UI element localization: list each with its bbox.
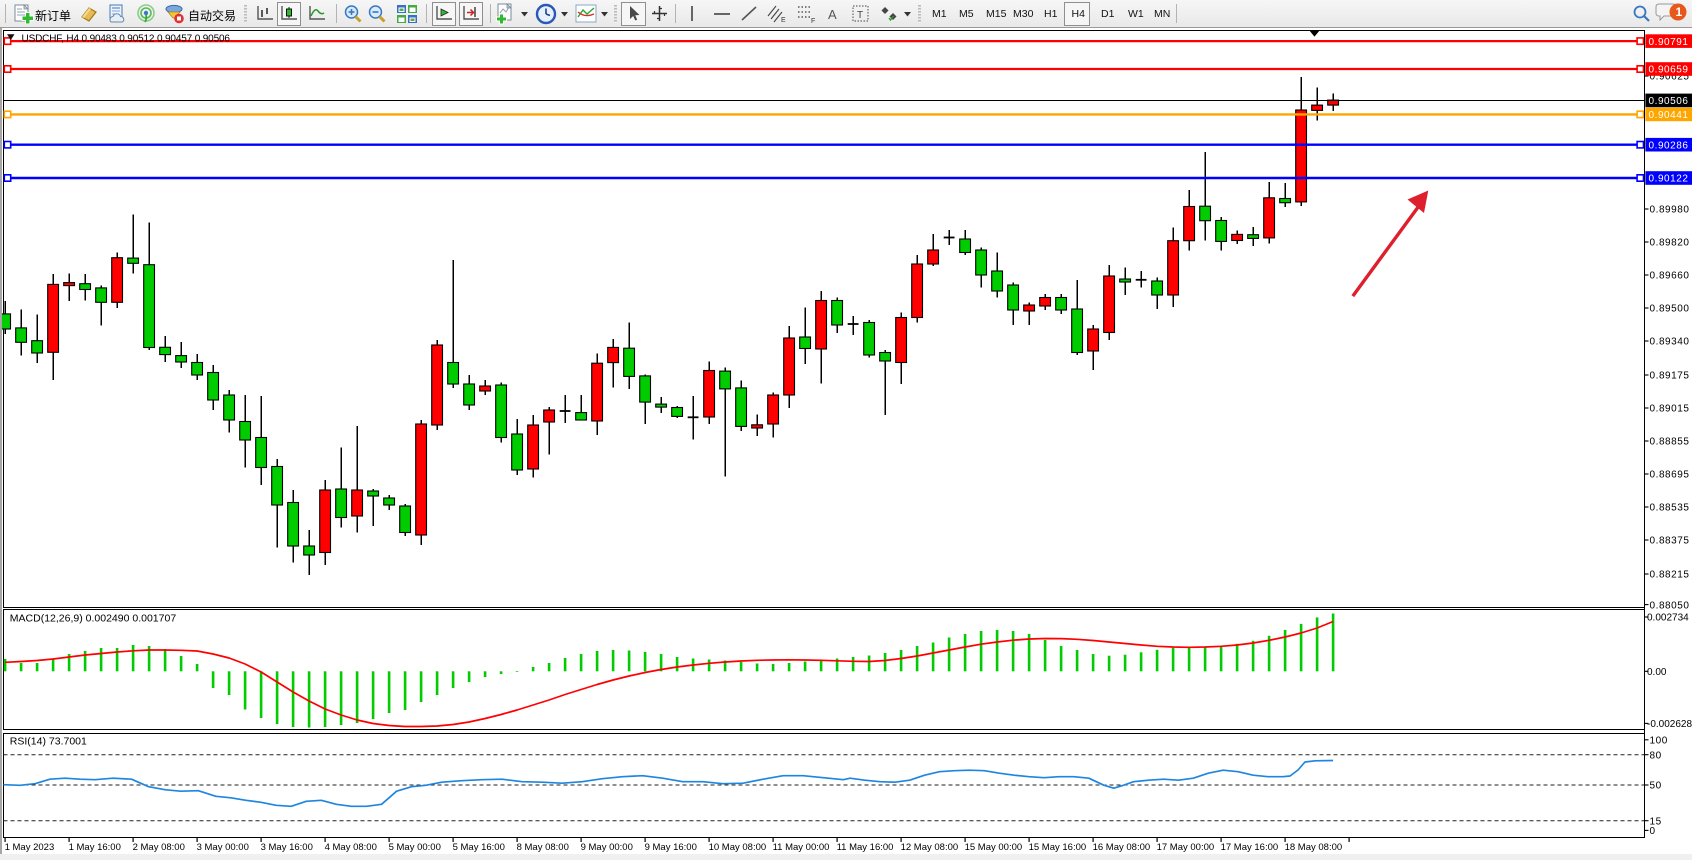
- svg-text:50: 50: [1650, 781, 1662, 792]
- svg-text:0.89500: 0.89500: [1650, 304, 1690, 315]
- svg-text:10 May 08:00: 10 May 08:00: [709, 842, 767, 853]
- svg-text:0.002734: 0.002734: [1647, 613, 1689, 624]
- svg-text:0.89340: 0.89340: [1650, 337, 1690, 348]
- svg-text:17 May 16:00: 17 May 16:00: [1221, 842, 1279, 853]
- svg-text:3 May 16:00: 3 May 16:00: [261, 842, 313, 853]
- svg-text:0.90659: 0.90659: [1649, 65, 1689, 76]
- svg-text:4 May 08:00: 4 May 08:00: [325, 842, 377, 853]
- svg-text:12 May 08:00: 12 May 08:00: [901, 842, 959, 853]
- svg-text:0.90791: 0.90791: [1649, 37, 1689, 48]
- svg-text:0.00: 0.00: [1647, 667, 1667, 678]
- svg-text:0.90506: 0.90506: [1649, 96, 1689, 107]
- svg-text:5 May 00:00: 5 May 00:00: [389, 842, 441, 853]
- svg-text:0.88855: 0.88855: [1650, 437, 1690, 448]
- svg-text:F: F: [811, 18, 815, 24]
- svg-text:80: 80: [1650, 750, 1662, 761]
- svg-text:MACD(12,26,9) 0.002490 0.00170: MACD(12,26,9) 0.002490 0.001707: [10, 612, 177, 624]
- svg-text:15 May 16:00: 15 May 16:00: [1029, 842, 1087, 853]
- svg-text:RSI(14) 73.7001: RSI(14) 73.7001: [10, 735, 87, 747]
- svg-text:2 May 08:00: 2 May 08:00: [133, 842, 185, 853]
- svg-text:0.90122: 0.90122: [1649, 174, 1689, 185]
- svg-text:1 May 2023: 1 May 2023: [5, 842, 55, 853]
- svg-text:T: T: [857, 10, 863, 21]
- svg-text:0.89820: 0.89820: [1650, 238, 1690, 249]
- svg-text:0.89175: 0.89175: [1650, 371, 1690, 382]
- svg-text:9 May 00:00: 9 May 00:00: [581, 842, 633, 853]
- svg-text:100: 100: [1650, 736, 1668, 747]
- svg-text:9 May 16:00: 9 May 16:00: [645, 842, 697, 853]
- svg-text:0.88215: 0.88215: [1650, 570, 1690, 581]
- svg-text:18 May 08:00: 18 May 08:00: [1285, 842, 1343, 853]
- svg-text:0.88375: 0.88375: [1650, 536, 1690, 547]
- svg-text:0.89660: 0.89660: [1650, 271, 1690, 282]
- svg-text:0.90625: 0.90625: [1650, 72, 1690, 83]
- svg-text:0.88535: 0.88535: [1650, 503, 1690, 514]
- svg-text:11 May 00:00: 11 May 00:00: [773, 842, 830, 853]
- svg-text:5 May 16:00: 5 May 16:00: [453, 842, 505, 853]
- svg-text:-0.002628: -0.002628: [1647, 719, 1692, 730]
- svg-text:USDCHF, H4 0.90483 0.90512 0.: USDCHF, H4 0.90483 0.90512 0.90457 0.905…: [22, 34, 231, 45]
- svg-text:E: E: [781, 17, 786, 24]
- svg-text:0.88695: 0.88695: [1650, 470, 1690, 481]
- svg-text:3 May 00:00: 3 May 00:00: [197, 842, 249, 853]
- svg-text:16 May 08:00: 16 May 08:00: [1093, 842, 1151, 853]
- svg-text:0.88050: 0.88050: [1650, 600, 1690, 611]
- svg-text:0.90441: 0.90441: [1649, 110, 1689, 121]
- svg-text:8 May 08:00: 8 May 08:00: [517, 842, 569, 853]
- svg-text:15 May 00:00: 15 May 00:00: [965, 842, 1023, 853]
- svg-text:0: 0: [1650, 826, 1656, 837]
- svg-text:0.89015: 0.89015: [1650, 404, 1690, 415]
- svg-text:15: 15: [1650, 816, 1662, 827]
- svg-text:0.89980: 0.89980: [1650, 205, 1690, 216]
- svg-text:0.90286: 0.90286: [1649, 140, 1689, 151]
- svg-text:17 May 00:00: 17 May 00:00: [1157, 842, 1215, 853]
- svg-text:11 May 16:00: 11 May 16:00: [837, 842, 894, 853]
- svg-text:1 May 16:00: 1 May 16:00: [69, 842, 121, 853]
- svg-text:1: 1: [1676, 5, 1683, 19]
